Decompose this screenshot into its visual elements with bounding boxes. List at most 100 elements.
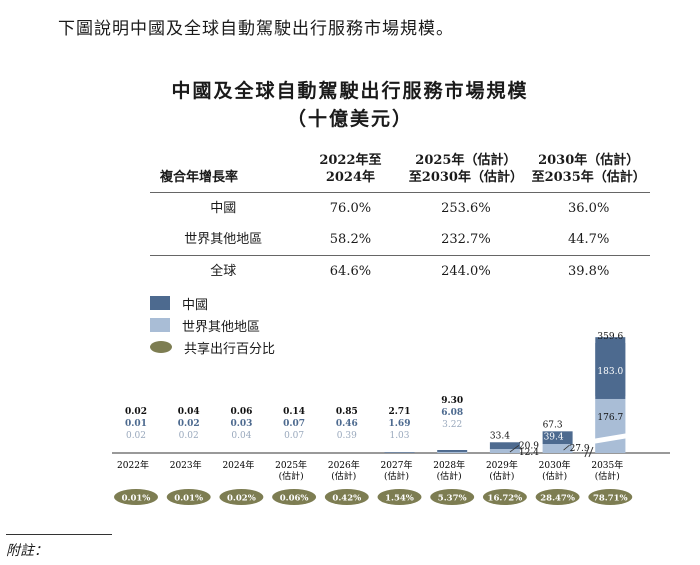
category-label-note: (估計) — [489, 470, 514, 482]
category-label: 2023年 — [170, 459, 202, 471]
bar-china — [489, 442, 520, 450]
share-label: 0.02% — [227, 494, 256, 504]
chart-subtitle: （十億美元） — [286, 108, 413, 130]
share-oval — [114, 489, 158, 505]
category-label: 2035年 — [591, 459, 623, 471]
share-oval — [324, 489, 369, 505]
share-label: 1.54% — [385, 494, 414, 504]
cagr-row-label: 中國 — [210, 201, 237, 216]
bar-china — [595, 343, 626, 399]
share-oval — [166, 489, 211, 505]
share-oval — [272, 489, 317, 505]
data-label-total: 0.14 — [283, 407, 305, 417]
cagr-row-global: 全球 64.6% 244.0% 39.8% — [150, 256, 650, 288]
legend-item-china: 中國 — [150, 292, 275, 314]
legend-swatch-share — [150, 341, 172, 353]
cagr-table: 複合年增長率 2022年至 2024年 2025年（估計） 至2030年（估計）… — [150, 150, 650, 287]
legend-item-rest: 世界其他地區 — [150, 314, 275, 336]
share-label: 0.01% — [174, 494, 203, 504]
category-label: 2029年 — [486, 459, 518, 471]
cagr-row-label: 世界其他地區 — [150, 224, 297, 256]
cagr-cell: 244.0% — [441, 264, 491, 279]
data-label-china: 183.0 — [597, 367, 623, 377]
data-label-china: 1.69 — [389, 419, 411, 429]
bar-rest-of-world — [437, 451, 468, 453]
legend-item-share: 共享出行百分比 — [150, 336, 275, 358]
data-label-rest: 27.9 — [570, 444, 590, 454]
leader-line — [563, 444, 570, 451]
axis-break-mark — [584, 446, 590, 458]
category-label: 2025年 — [275, 459, 307, 471]
cagr-cell: 39.8% — [568, 264, 610, 279]
cagr-header-period-2: 2025年（估計） 至2030年（估計） — [404, 150, 528, 193]
data-label-rest: 3.22 — [442, 420, 462, 430]
data-label-china: 0.07 — [283, 419, 305, 429]
market-size-bar-chart: 0.02 0.01 0.02 2022年 0.01% 0.04 0.02 0.02 2023年 0… — [112, 332, 670, 505]
cagr-header-period-3-line-2: 至2035年（估計） — [531, 170, 646, 185]
category-label-note: (估計) — [595, 470, 620, 482]
cagr-cell: 232.7% — [404, 224, 528, 256]
bar-rest-of-world — [542, 444, 573, 453]
footnote-divider — [6, 534, 112, 535]
cagr-header-period-1-line-1: 2022年至 — [319, 153, 382, 168]
data-label-rest: 0.07 — [284, 431, 304, 441]
data-label-rest: 12.4 — [519, 448, 539, 458]
category-label: 2022年 — [117, 459, 149, 471]
cagr-row-label: 全球 — [210, 264, 237, 279]
axis-break-gap — [592, 433, 629, 444]
cagr-header-period-3-line-1: 2030年（估計） — [538, 153, 640, 168]
share-oval — [588, 489, 633, 505]
data-label-rest: 0.04 — [231, 431, 251, 441]
data-label-china: 0.02 — [178, 419, 200, 429]
cagr-row-china: 中國 76.0% 253.6% 36.0% — [150, 193, 650, 225]
share-oval — [482, 489, 527, 505]
data-label-total: 0.02 — [125, 407, 147, 417]
chart-title: 中國及全球自動駕駛出行服務市場規模 — [171, 80, 529, 102]
leader-line — [509, 444, 520, 453]
category-label: 2027年 — [381, 459, 413, 471]
category-label-note: (估計) — [542, 470, 567, 482]
data-label-rest: 0.39 — [337, 431, 357, 441]
cagr-cell: 253.6% — [441, 201, 491, 216]
data-label-total: 359.6 — [597, 332, 623, 342]
legend-swatch-rest — [150, 318, 170, 332]
data-label-total: 67.3 — [543, 420, 563, 430]
cagr-cell: 36.0% — [568, 201, 610, 216]
cagr-header-label: 複合年增長率 — [150, 150, 297, 193]
share-label: 78.71% — [593, 494, 628, 504]
share-oval — [535, 489, 580, 505]
data-label-china: 0.46 — [336, 419, 358, 429]
data-label-rest: 0.02 — [179, 431, 199, 441]
share-label: 0.01% — [122, 494, 151, 504]
cagr-header-row: 複合年增長率 2022年至 2024年 2025年（估計） 至2030年（估計）… — [150, 150, 650, 193]
category-label: 2028年 — [433, 459, 465, 471]
cagr-cell: 64.6% — [329, 264, 372, 279]
cagr-cell: 58.2% — [296, 224, 405, 256]
category-label-note: (估計) — [279, 470, 304, 482]
share-oval — [377, 489, 422, 505]
data-label-total: 0.85 — [336, 407, 358, 417]
cagr-header-period-2-line-1: 2025年（估計） — [415, 153, 517, 168]
cagr-header-period-1-line-2: 2024年 — [325, 170, 376, 185]
share-label: 0.42% — [332, 494, 361, 504]
data-label-total: 2.71 — [389, 407, 411, 417]
category-label-note: (估計) — [437, 470, 462, 482]
share-label: 5.37% — [438, 494, 467, 504]
data-label-rest: 0.02 — [126, 431, 146, 441]
bar-rest-of-world — [595, 398, 626, 453]
data-label-total: 0.04 — [178, 407, 200, 417]
bar-china — [437, 450, 468, 452]
data-label-total: 0.06 — [230, 407, 252, 417]
cagr-row-rest-of-world: 世界其他地區 58.2% 232.7% 44.7% — [150, 224, 650, 256]
share-label: 28.47% — [540, 494, 575, 504]
data-label-total: 9.30 — [441, 396, 463, 406]
cagr-cell: 76.0% — [329, 201, 372, 216]
share-oval — [430, 489, 475, 505]
share-oval — [219, 489, 264, 505]
data-label-china: 39.4 — [544, 432, 564, 442]
data-label-rest: 1.03 — [389, 431, 409, 441]
data-label-china: 6.08 — [441, 408, 463, 418]
cagr-header-period-3: 2030年（估計） 至2035年（估計） — [527, 150, 650, 193]
data-label-china: 0.03 — [230, 419, 252, 429]
bar-china — [542, 431, 573, 445]
